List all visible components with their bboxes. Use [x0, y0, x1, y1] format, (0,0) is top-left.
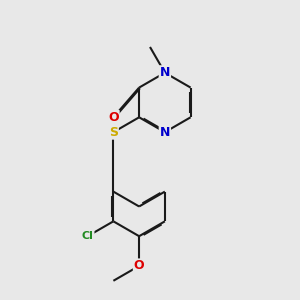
Text: N: N: [160, 66, 170, 79]
Text: S: S: [109, 126, 118, 139]
Text: O: O: [134, 260, 144, 272]
Text: Cl: Cl: [82, 231, 94, 241]
Text: N: N: [160, 126, 170, 139]
Text: O: O: [108, 111, 119, 124]
